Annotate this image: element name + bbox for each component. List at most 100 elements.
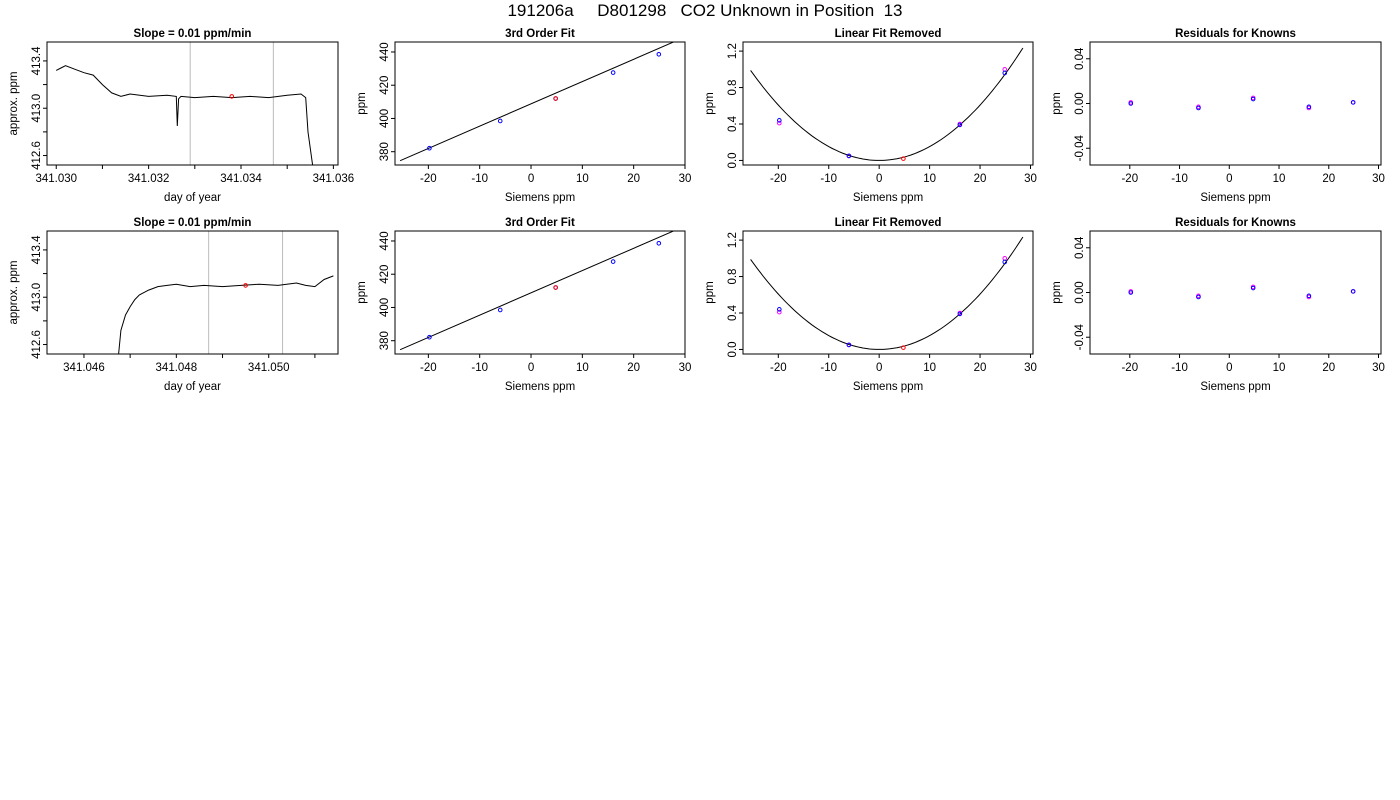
y-tick-label: 413.0 — [31, 94, 43, 123]
x-tick-label: 30 — [1024, 173, 1037, 185]
plot-area — [750, 47, 1024, 161]
x-axis-label: day of year — [164, 381, 221, 393]
plot-panel: Residuals for Knowns -20 -10 0 10 20 30 -0.04 0.… — [1051, 28, 1385, 204]
unknown-point — [553, 285, 558, 290]
known-point — [656, 241, 662, 246]
known-point — [610, 70, 616, 75]
y-axis-label: ppm — [356, 281, 368, 303]
known-point — [957, 122, 963, 128]
plot-title: Slope = 0.01 ppm/min — [134, 28, 252, 40]
known-point — [427, 145, 432, 151]
y-tick-label: 1.2 — [727, 232, 739, 248]
known-point — [1350, 289, 1356, 294]
y-axis-label: ppm — [1051, 92, 1063, 114]
plot-area — [399, 42, 675, 162]
known-point — [427, 334, 432, 340]
x-axis-label: Siemens ppm — [505, 381, 575, 393]
known-point — [1306, 104, 1312, 110]
plot-area — [118, 231, 334, 354]
y-tick-label: 0.00 — [1074, 281, 1086, 303]
plot-panel: 3rd Order Fit -20 -10 0 10 20 30 380 400 420 440 Si… — [356, 28, 691, 204]
y-tick-label: 413.4 — [31, 235, 43, 264]
y-tick-label: 412.6 — [31, 330, 43, 359]
y-tick-label: 380 — [379, 142, 391, 161]
fitted-point — [777, 120, 782, 126]
x-tick-label: 30 — [1372, 362, 1385, 374]
x-axis-label: day of year — [164, 192, 221, 204]
x-tick-label: 0 — [876, 173, 882, 185]
x-tick-label: -10 — [471, 362, 488, 374]
y-tick-label: 0.4 — [727, 115, 739, 132]
y-tick-label: -0.04 — [1074, 135, 1086, 162]
known-point — [777, 307, 782, 312]
known-point — [610, 259, 616, 264]
y-tick-label: 400 — [379, 298, 391, 317]
plot-panel: Linear Fit Removed -20 -10 0 10 20 30 0.0 0.4 0.8… — [704, 217, 1037, 393]
known-point — [1002, 259, 1008, 265]
residual-curve — [750, 236, 1024, 350]
x-tick-label: 10 — [1273, 362, 1286, 374]
x-tick-label: 20 — [974, 362, 987, 374]
y-tick-label: 0.4 — [727, 304, 739, 321]
x-tick-label: 10 — [923, 173, 936, 185]
y-tick-label: 0.04 — [1074, 236, 1086, 259]
plot-frame — [1089, 230, 1382, 355]
y-tick-label: 413.4 — [31, 46, 43, 75]
known-point — [1250, 285, 1256, 291]
x-tick-label: -20 — [1121, 173, 1138, 185]
plot-area — [1128, 95, 1356, 111]
plot-panel: Linear Fit Removed -20 -10 0 10 20 30 0.0 0.4 0.8… — [704, 28, 1037, 204]
known-point — [497, 307, 503, 313]
plot-area — [55, 42, 314, 165]
x-tick-label: 341.036 — [313, 173, 355, 185]
known-point — [1250, 96, 1256, 102]
x-tick-label: -20 — [1121, 362, 1138, 374]
plot-frame — [742, 230, 1034, 355]
x-tick-label: 0 — [1226, 173, 1232, 185]
known-point — [1196, 105, 1201, 111]
x-tick-label: 341.050 — [248, 362, 290, 374]
x-axis-label: Siemens ppm — [1200, 192, 1270, 204]
known-point — [1350, 100, 1356, 105]
x-tick-label: 20 — [1322, 362, 1335, 374]
x-tick-label: 341.034 — [220, 173, 262, 185]
y-tick-label: 0.0 — [727, 341, 739, 357]
unknown-point — [901, 345, 906, 350]
known-point — [1196, 294, 1201, 300]
known-point — [957, 311, 963, 317]
y-tick-label: 400 — [379, 109, 391, 128]
plot-title: 3rd Order Fit — [505, 217, 575, 229]
x-tick-label: -20 — [420, 173, 437, 185]
x-tick-label: 0 — [876, 362, 882, 374]
plot-frame — [46, 230, 339, 355]
plot-title: Linear Fit Removed — [835, 28, 942, 40]
x-tick-label: 0 — [1226, 362, 1232, 374]
x-tick-label: -10 — [820, 173, 837, 185]
x-tick-label: 10 — [576, 362, 589, 374]
plot-frame — [394, 41, 686, 166]
y-tick-label: 0.04 — [1074, 47, 1086, 70]
x-axis-label: Siemens ppm — [853, 381, 923, 393]
x-tick-label: 20 — [627, 173, 640, 185]
y-tick-label: 440 — [379, 42, 391, 61]
residual-curve — [750, 47, 1024, 161]
y-tick-label: 0.00 — [1074, 92, 1086, 114]
fitted-point — [1002, 256, 1008, 261]
unknown-point — [553, 96, 558, 101]
x-tick-label: -20 — [420, 362, 437, 374]
plot-panel: Residuals for Knowns -20 -10 0 10 20 30 -0.04 0.… — [1051, 217, 1385, 393]
y-tick-label: 420 — [379, 76, 391, 95]
x-tick-label: 30 — [1372, 173, 1385, 185]
y-axis-label: ppm — [356, 92, 368, 114]
ppm-trace-line — [118, 275, 334, 354]
unknown-point — [229, 94, 235, 99]
x-tick-label: 341.046 — [63, 362, 105, 374]
plot-frame — [394, 230, 686, 355]
x-tick-label: 341.048 — [156, 362, 198, 374]
fitted-point — [1002, 67, 1008, 72]
x-axis-label: Siemens ppm — [853, 192, 923, 204]
plot-panel: Slope = 0.01 ppm/min 341.046 341.048 341.05… — [8, 217, 339, 393]
y-tick-label: -0.04 — [1074, 324, 1086, 351]
x-tick-label: 30 — [1024, 362, 1037, 374]
